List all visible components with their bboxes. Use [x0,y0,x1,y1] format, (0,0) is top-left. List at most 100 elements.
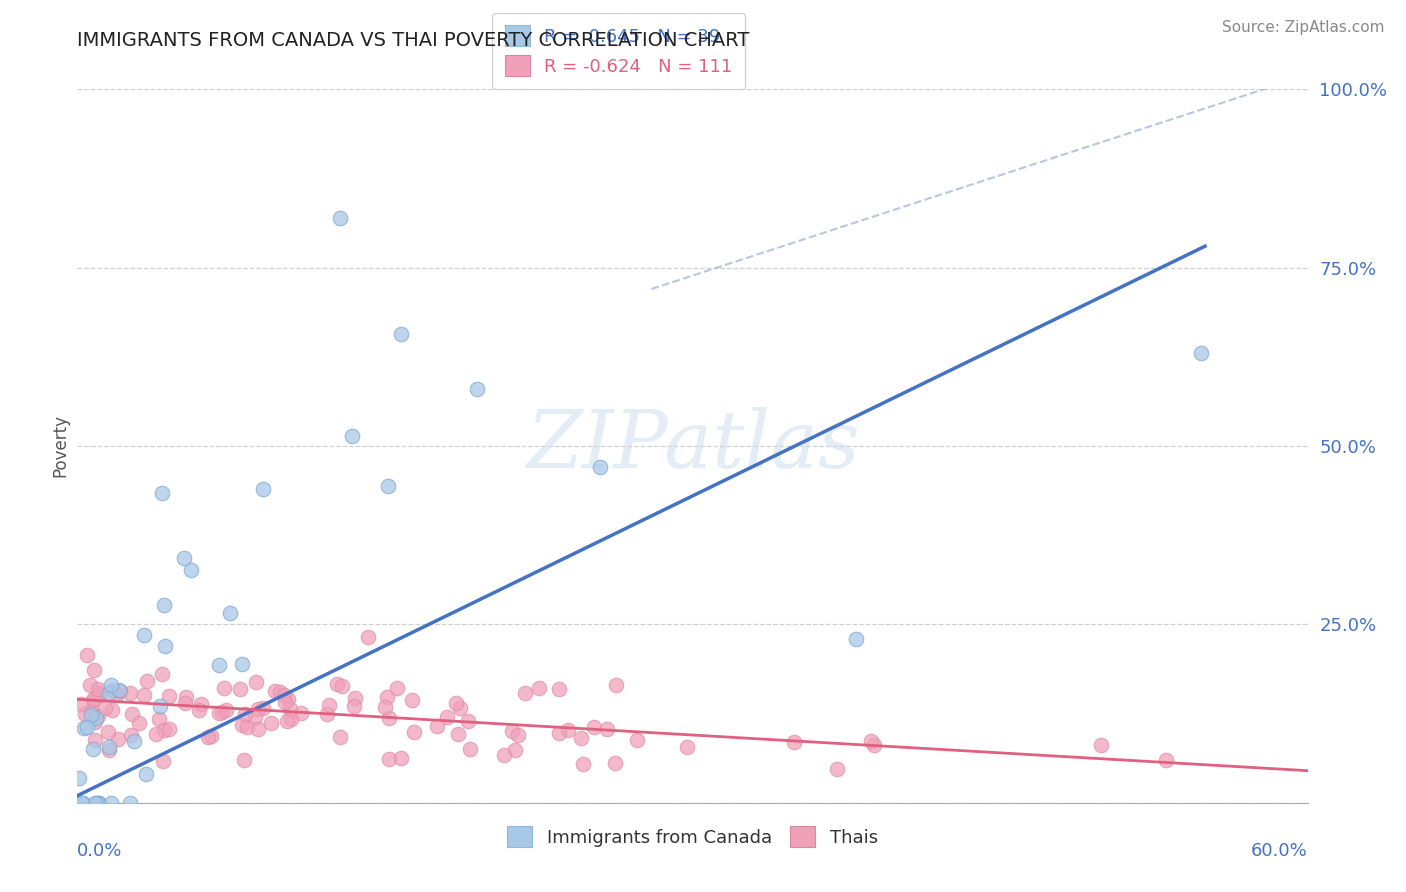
Point [340,429,363,443]
Point [97,724,120,739]
Point [83,714,105,729]
Point [97,742,120,756]
Point [148,712,170,726]
Point [211,705,233,719]
Point [67,771,90,785]
Point [596,722,619,736]
Point [89,796,111,810]
Point [589,460,612,475]
Legend: Immigrants from Canada, Thais: Immigrants from Canada, Thais [501,819,884,855]
Point [231,718,253,732]
Point [845,632,868,646]
Point [76,648,98,662]
Point [208,706,231,720]
Point [135,766,157,780]
Point [152,598,174,612]
Point [72,722,94,736]
Point [1189,346,1212,360]
Point [465,382,488,396]
Point [326,677,349,691]
Point [153,640,176,654]
Point [280,702,302,716]
Point [274,695,297,709]
Point [252,701,274,715]
Point [100,796,122,810]
Point [260,716,283,731]
Point [316,707,339,722]
Point [215,703,238,717]
Point [494,748,516,763]
Point [506,728,529,742]
Point [87,796,110,810]
Point [458,742,481,756]
Point [87,681,110,696]
Point [70,796,93,810]
Point [385,681,408,695]
Point [87,689,110,703]
Point [343,698,366,713]
Point [197,730,219,744]
Point [229,681,252,696]
Point [82,741,104,756]
Point [104,688,127,702]
Point [449,700,471,714]
Point [515,686,537,700]
Text: IMMIGRANTS FROM CANADA VS THAI POVERTY CORRELATION CHART: IMMIGRANTS FROM CANADA VS THAI POVERTY C… [77,31,749,50]
Point [378,752,401,766]
Point [501,723,523,738]
Point [150,485,173,500]
Point [100,678,122,692]
Point [391,751,413,765]
Point [247,722,270,736]
Point [377,479,399,493]
Point [98,739,121,754]
Point [80,708,103,723]
Point [247,702,270,716]
Point [76,720,98,734]
Point [252,482,274,496]
Point [1154,753,1177,767]
Point [374,700,396,714]
Point [236,720,259,734]
Point [135,674,157,689]
Point [860,734,883,748]
Point [357,630,380,644]
Point [329,211,352,225]
Point [87,686,110,700]
Point [263,684,285,698]
Point [87,709,110,723]
Point [157,722,180,736]
Point [80,704,103,718]
Point [83,692,105,706]
Point [108,683,131,698]
Point [245,710,267,724]
Point [157,690,180,704]
Point [98,685,121,699]
Y-axis label: Poverty: Poverty [51,415,69,477]
Point [200,729,222,743]
Point [82,692,104,706]
Point [329,730,352,744]
Point [375,690,398,705]
Point [231,657,253,672]
Point [527,681,550,696]
Point [378,711,401,725]
Point [605,756,627,771]
Point [208,658,231,673]
Point [100,703,122,717]
Point [626,733,648,747]
Point [118,686,141,700]
Point [79,678,101,692]
Point [389,326,412,341]
Point [152,755,174,769]
Point [402,724,425,739]
Point [128,715,150,730]
Point [863,738,886,752]
Point [233,753,256,767]
Point [245,675,267,690]
Point [190,697,212,711]
Point [569,731,592,745]
Point [676,739,699,754]
Text: ZIPatlas: ZIPatlas [526,408,859,484]
Point [505,743,527,757]
